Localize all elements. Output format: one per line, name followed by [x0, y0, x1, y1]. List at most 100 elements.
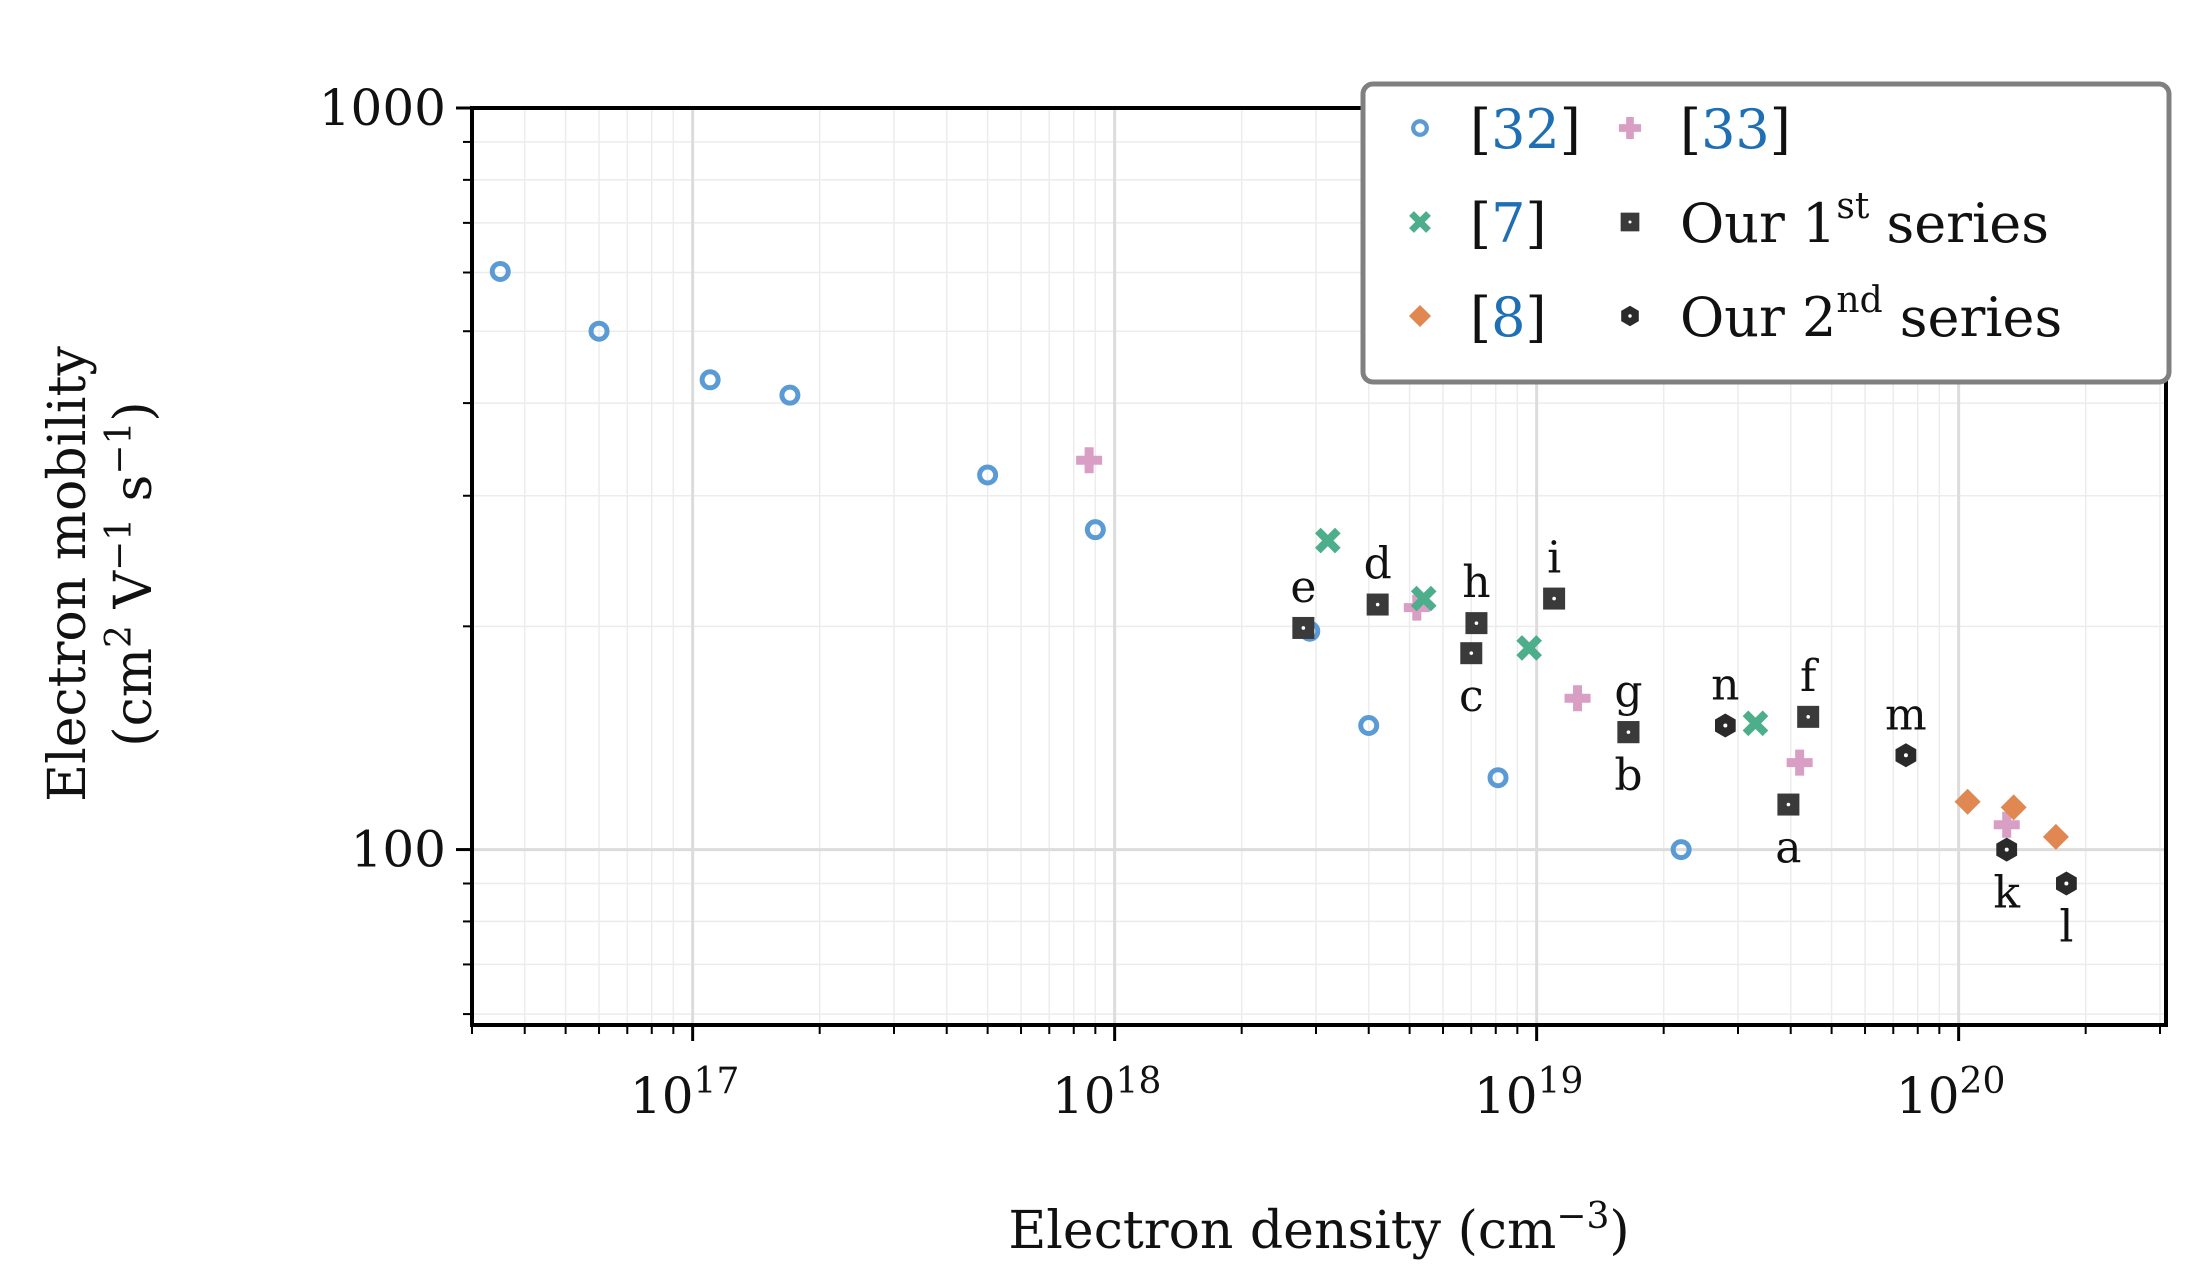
legend-text: Our 1 [1680, 192, 1836, 255]
data-point-s7 [1742, 710, 1769, 737]
data-point-label: a [1775, 823, 1801, 874]
data-point-s7 [1410, 585, 1437, 612]
y-tick-label: 100 [351, 821, 446, 879]
legend-marker-s32 [1411, 119, 1429, 137]
legend-bracket: [ [1680, 98, 1701, 161]
x-tick-label-base: 10 [1896, 1067, 1960, 1125]
y-label-sup: −1 [99, 422, 140, 475]
legend-superscript: st [1836, 186, 1869, 227]
data-point-ours1-center [1626, 730, 1631, 734]
legend-citation: 7 [1491, 192, 1525, 255]
plot-frame [470, 106, 2168, 1027]
data-point-ours2-center [1903, 753, 1908, 758]
data-point-label: b [1614, 750, 1642, 801]
x-axis-label-close: ) [1609, 1201, 1629, 1261]
data-point-s7 [1516, 635, 1542, 661]
x-tick-label-exponent: 20 [1960, 1061, 2006, 1102]
data-point-s7 [1314, 527, 1341, 554]
data-point-ours1-center [1375, 602, 1380, 607]
x-axis-label: Electron density (cm−3) [1008, 1196, 1629, 1262]
data-point-s32 [1358, 714, 1380, 736]
data-point-label: e [1290, 562, 1316, 613]
x-tick-label-exponent: 19 [1538, 1061, 1584, 1102]
x-tick-label: 1018 [1052, 1061, 1161, 1125]
data-point-ours1-center [1786, 802, 1791, 807]
y-label-part: (cm [104, 648, 164, 747]
legend-bracket: ] [1560, 98, 1581, 161]
legend-superscript: nd [1836, 280, 1882, 321]
legend-text: series [1869, 192, 2049, 255]
legend-label-s7: [7] [1470, 192, 1547, 255]
legend-citation: 8 [1491, 286, 1525, 349]
y-label-part: V [104, 570, 164, 626]
legend-bracket: [ [1470, 286, 1491, 349]
legend-marker-ours1-center [1628, 220, 1632, 224]
data-points [489, 260, 2077, 896]
legend-bracket: ] [1525, 286, 1546, 349]
x-tick-label: 1020 [1896, 1061, 2005, 1125]
data-point-s33 [1564, 685, 1591, 712]
legend-marker-s7 [1409, 211, 1431, 233]
y-label-part: s [104, 475, 164, 518]
legend-bracket: ] [1525, 192, 1546, 255]
data-point-s32 [779, 384, 801, 406]
x-tick-label-base: 10 [1052, 1067, 1116, 1125]
y-label-part: ) [104, 401, 164, 421]
data-point-s8 [2000, 794, 2027, 821]
legend-text: Our 2 [1680, 286, 1836, 349]
data-point-ours1-center [1806, 715, 1810, 719]
data-point-s32 [1084, 519, 1106, 541]
legend-marker-ours2-center [1628, 314, 1632, 318]
data-point-s32 [1670, 839, 1692, 861]
y-label-sup: 2 [99, 625, 140, 648]
data-point-label: n [1711, 659, 1739, 710]
y-tick-label: 1000 [319, 79, 446, 137]
legend-citation: 33 [1701, 98, 1770, 161]
legend-label-s32: [32] [1470, 98, 1581, 161]
data-point-ours2-center [1723, 723, 1728, 728]
x-tick-label: 1019 [1474, 1061, 1583, 1125]
y-axis-label-line2: (cm2 V−1 s−1) [99, 401, 165, 746]
data-point-label: g [1614, 666, 1642, 717]
data-point-s32 [977, 464, 999, 486]
x-tick-label: 1017 [630, 1061, 739, 1125]
data-point-s32 [1487, 767, 1509, 789]
x-tick-label-base: 10 [1474, 1067, 1538, 1125]
y-axis-label: Electron mobility (cm2 V−1 s−1) [38, 346, 164, 802]
data-point-label: d [1364, 539, 1392, 590]
legend-box [1360, 81, 2172, 385]
legend-label-ours1: Our 1st series [1680, 186, 2049, 255]
x-axis-label-exponent: −3 [1556, 1196, 1609, 1237]
x-tick-label-exponent: 18 [1116, 1061, 1162, 1102]
legend-citation: 32 [1491, 98, 1560, 161]
data-point-ours2-center [2064, 881, 2069, 886]
data-point-s32 [489, 260, 511, 282]
legend-bracket: [ [1470, 192, 1491, 255]
point-labels: e d h c i gb f a n m kl [1290, 533, 2073, 953]
data-point-ours1-center [1474, 621, 1479, 625]
data-point-s8 [1954, 788, 1981, 815]
data-point-ours2-center [2004, 847, 2009, 852]
x-tick-label-exponent: 17 [694, 1061, 740, 1102]
data-point-label: k [1993, 868, 2020, 919]
legend-text: series [1883, 286, 2063, 349]
legend-marker-s33 [1618, 116, 1642, 140]
x-tick-label-base: 10 [630, 1067, 694, 1125]
data-point-s32 [699, 369, 721, 391]
data-point-label: l [2059, 901, 2073, 952]
data-point-label: i [1547, 533, 1561, 584]
x-axis-label-text: Electron density (cm [1008, 1201, 1556, 1261]
data-point-ours1-center [1552, 596, 1556, 601]
legend-label-s8: [8] [1470, 286, 1547, 349]
data-point-label: h [1462, 557, 1490, 608]
data-point-s8 [2042, 823, 2069, 850]
legend-bracket: ] [1770, 98, 1791, 161]
data-point-label: c [1459, 671, 1484, 722]
y-axis-label-line1: Electron mobility [38, 346, 98, 802]
legend-label-ours2: Our 2nd series [1680, 280, 2062, 349]
legend-marker-s8 [1408, 304, 1432, 328]
data-point-s33 [1993, 811, 2020, 838]
